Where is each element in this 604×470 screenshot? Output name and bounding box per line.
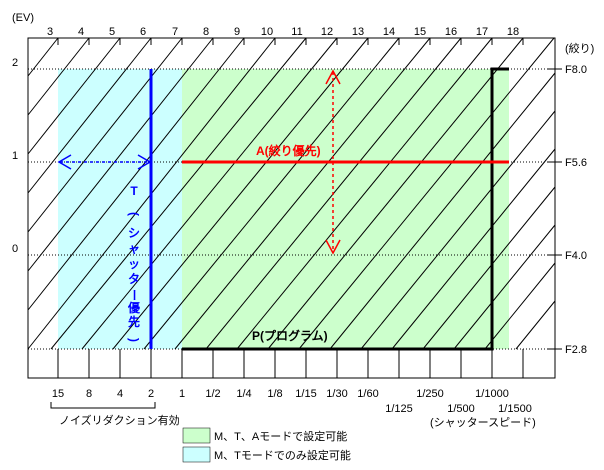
p-mode-label: P(プログラム) [252,328,328,343]
shutter-range-arrow [57,154,152,170]
ev-tick-label: 4 [78,26,84,38]
ev-tick-label: 18 [507,26,519,38]
shutter-tick-marks [57,349,524,378]
ev-tick-label: 9 [234,26,240,38]
shutter-tick-label: 1/60 [357,388,378,400]
shutter-tick-label: 1/125 [385,403,413,415]
shutter-tick-label: 1/30 [326,388,347,400]
t-mode-label-char: ( [127,212,141,216]
shutter-tick-labels-row1: 15 8 4 2 1 1/2 1/4 1/8 1/15 1/30 1/60 1/… [52,388,509,400]
aperture-tick-label: F5.6 [565,157,587,169]
aperture-tick-marks [548,68,562,350]
green-zone [182,69,509,349]
ev-tick-label: 6 [140,26,146,38]
ev-tick-label: 8 [203,26,209,38]
t-mode-label-char: 先 [128,314,140,329]
chart-frame [27,37,556,379]
t-mode-label-char: 優 [127,300,141,315]
ev-tick-label: 14 [383,26,395,38]
shutter-tick-label: 1/1500 [498,403,532,415]
shutter-tick-label: 1/15 [295,388,316,400]
ev-tick-label: 12 [321,26,333,38]
a-mode-label: A(絞り優先) [256,143,321,158]
t-mode-label-char: シ [128,226,140,240]
shutter-tick-labels-row2: 1/125 1/500 1/1500 [385,403,532,415]
aperture-tick-label: F8.0 [565,64,587,76]
aperture-range-arrow [325,69,341,255]
left-axis-labels: 2 1 0 [12,57,18,255]
shutter-tick-label: 1/1000 [475,388,509,400]
shutter-tick-label: 1/4 [236,388,251,400]
ev-tick-label: 5 [109,26,115,38]
legend: M、T、Aモードで設定可能 M、Tモードでのみ設定可能 [182,427,351,463]
ev-tick-label: 11 [291,26,302,38]
shutter-tick-label: 1/500 [447,403,475,415]
ev-tick-labels: 3 4 5 6 7 8 9 10 11 12 13 14 15 16 17 18 [47,26,519,38]
t-mode-label-char: ッ [128,257,140,271]
noise-reduction-label: ノイズリダクション有効 [59,413,180,427]
t-mode-label: T ( シ ャ ッ タ ー 優 先 ) [127,184,141,342]
aperture-axis-label: (絞り) [565,41,594,55]
noise-reduction-bracket [50,402,156,409]
ev-tick-label: 10 [261,26,273,38]
shutter-tick-label: 2 [148,388,154,400]
shutter-tick-label: 1/2 [205,388,220,400]
left-axis-label: 1 [12,150,18,162]
t-mode-label-char: T [130,184,138,198]
legend-swatch-cyan [182,446,211,463]
ev-tick-label: 7 [172,26,178,38]
ev-tick-label: 3 [47,26,53,38]
t-mode-label-char: ー [127,289,141,301]
ev-tick-label: 13 [352,26,364,38]
t-mode-label-char: タ [128,272,140,286]
t-mode-label-char: ) [127,338,141,342]
shutter-tick-label: 1 [179,388,185,400]
legend-label: M、Tモードでのみ設定可能 [214,448,351,462]
p-mode-line [182,67,509,351]
ev-tick-label: 17 [476,26,488,38]
ev-diagonal-lines [27,37,556,350]
shutter-tick-label: 4 [117,388,123,400]
legend-swatch-green [182,427,211,444]
shutter-tick-label: 8 [86,388,92,400]
shutter-tick-label: 1/8 [267,388,282,400]
shutter-tick-label: 15 [52,388,64,400]
left-axis-label: 0 [12,243,18,255]
ev-tick-label: 16 [445,26,457,38]
aperture-tick-label: F4.0 [565,250,587,262]
ev-label: (EV) [12,12,34,24]
shutter-axis-label: (シャッタースピード) [430,416,536,429]
ev-tick-label: 15 [414,26,426,38]
ev-tick-marks [57,38,524,45]
shutter-tick-label: 1/250 [416,388,444,400]
aperture-tick-labels: F8.0 F5.6 F4.0 F2.8 [565,64,587,356]
legend-label: M、T、Aモードで設定可能 [214,429,347,443]
aperture-tick-label: F2.8 [565,344,587,356]
left-axis-label: 2 [12,57,18,69]
t-mode-label-char: ャ [128,242,140,256]
